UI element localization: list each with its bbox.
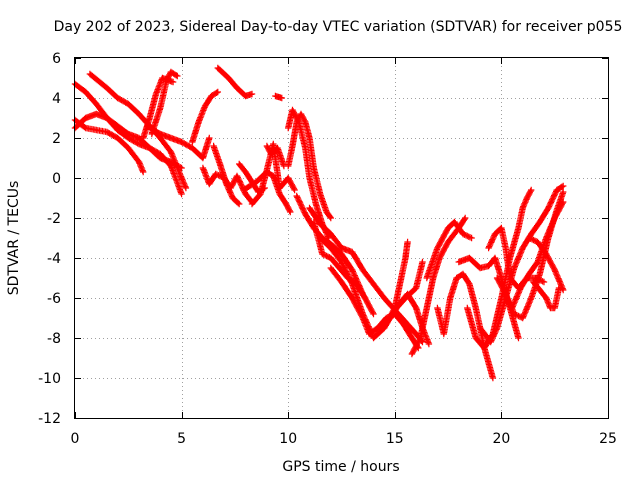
- data-marker-track: [248, 140, 298, 208]
- series-track-1: [71, 116, 147, 176]
- data-marker-track: [285, 110, 334, 222]
- series-track-6: [140, 74, 177, 142]
- series-track-13: [248, 140, 298, 208]
- data-marker-track: [387, 290, 433, 348]
- y-tick-label: 4: [52, 91, 61, 107]
- x-axis-label: GPS time / hours: [282, 459, 399, 475]
- series-track-15: [285, 110, 334, 222]
- y-tick-label: 0: [52, 171, 61, 187]
- plot-frame: [74, 57, 609, 419]
- data-marker-track: [236, 160, 268, 196]
- x-tick-label: 10: [279, 431, 297, 447]
- y-tick-label: 2: [52, 131, 61, 147]
- data-marker-track: [306, 204, 426, 346]
- data-marker-track: [263, 142, 288, 170]
- y-tick-label: -4: [47, 251, 61, 267]
- x-tick-label: 25: [599, 431, 617, 447]
- series-track-8: [189, 88, 221, 146]
- series-track-33: [387, 290, 433, 348]
- data-marker-track: [423, 218, 475, 282]
- y-tick-label: -6: [47, 291, 61, 307]
- series-track-14: [272, 92, 285, 102]
- series-track-34: [310, 218, 369, 302]
- x-tick-label: 15: [386, 431, 404, 447]
- y-tick-label: -2: [47, 211, 61, 227]
- data-marker-track: [189, 88, 221, 146]
- series-track-36: [236, 160, 268, 196]
- y-tick-label: 6: [52, 51, 61, 67]
- y-tick-label: -10: [38, 371, 61, 387]
- data-marker-track: [210, 142, 243, 208]
- data-marker-track: [144, 122, 213, 162]
- y-tick-label: -8: [47, 331, 61, 347]
- series-track-11: [210, 142, 243, 208]
- data-marker-track: [434, 270, 497, 382]
- data-marker-track: [71, 116, 147, 176]
- series-track-18: [306, 204, 426, 346]
- data-points: [71, 64, 567, 382]
- series-track-7: [144, 122, 213, 162]
- data-marker-track: [485, 224, 548, 292]
- data-marker-track: [310, 218, 369, 302]
- x-tick-label: 5: [177, 431, 186, 447]
- y-axis-label: SDTVAR / TECUs: [6, 181, 22, 296]
- y-tick-label: -12: [38, 411, 61, 427]
- data-marker-track: [140, 74, 177, 142]
- series-track-29: [485, 224, 548, 292]
- x-tick-label: 20: [492, 431, 510, 447]
- series-track-9: [214, 64, 256, 100]
- series-track-32: [525, 234, 567, 294]
- data-marker-track: [272, 92, 285, 102]
- data-marker-track: [214, 64, 256, 100]
- series-track-23: [423, 218, 475, 282]
- x-tick-label: 0: [71, 431, 80, 447]
- series-track-35: [263, 142, 288, 170]
- chart-title: Day 202 of 2023, Sidereal Day-to-day VTE…: [54, 19, 623, 35]
- series-track-24: [434, 270, 497, 382]
- data-marker-track: [525, 234, 567, 294]
